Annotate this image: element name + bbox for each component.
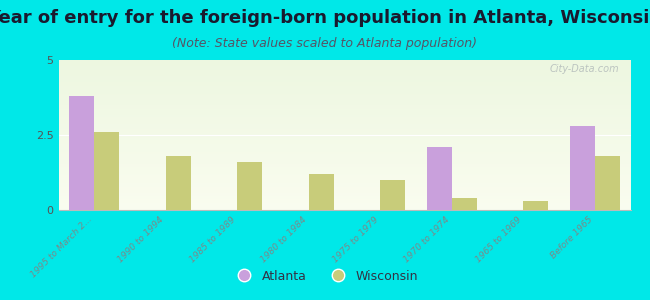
Text: City-Data.com: City-Data.com bbox=[549, 64, 619, 74]
Bar bbox=[595, 156, 620, 210]
Bar bbox=[427, 147, 452, 210]
Bar bbox=[452, 198, 476, 210]
Bar bbox=[523, 201, 548, 210]
Bar bbox=[166, 156, 191, 210]
Bar bbox=[380, 180, 406, 210]
Bar bbox=[309, 174, 334, 210]
Bar bbox=[94, 132, 120, 210]
Legend: Atlanta, Wisconsin: Atlanta, Wisconsin bbox=[227, 265, 423, 288]
Text: (Note: State values scaled to Atlanta population): (Note: State values scaled to Atlanta po… bbox=[172, 38, 478, 50]
Text: Year of entry for the foreign-born population in Atlanta, Wisconsin: Year of entry for the foreign-born popul… bbox=[0, 9, 650, 27]
Bar bbox=[237, 162, 262, 210]
Bar bbox=[69, 96, 94, 210]
Bar bbox=[569, 126, 595, 210]
